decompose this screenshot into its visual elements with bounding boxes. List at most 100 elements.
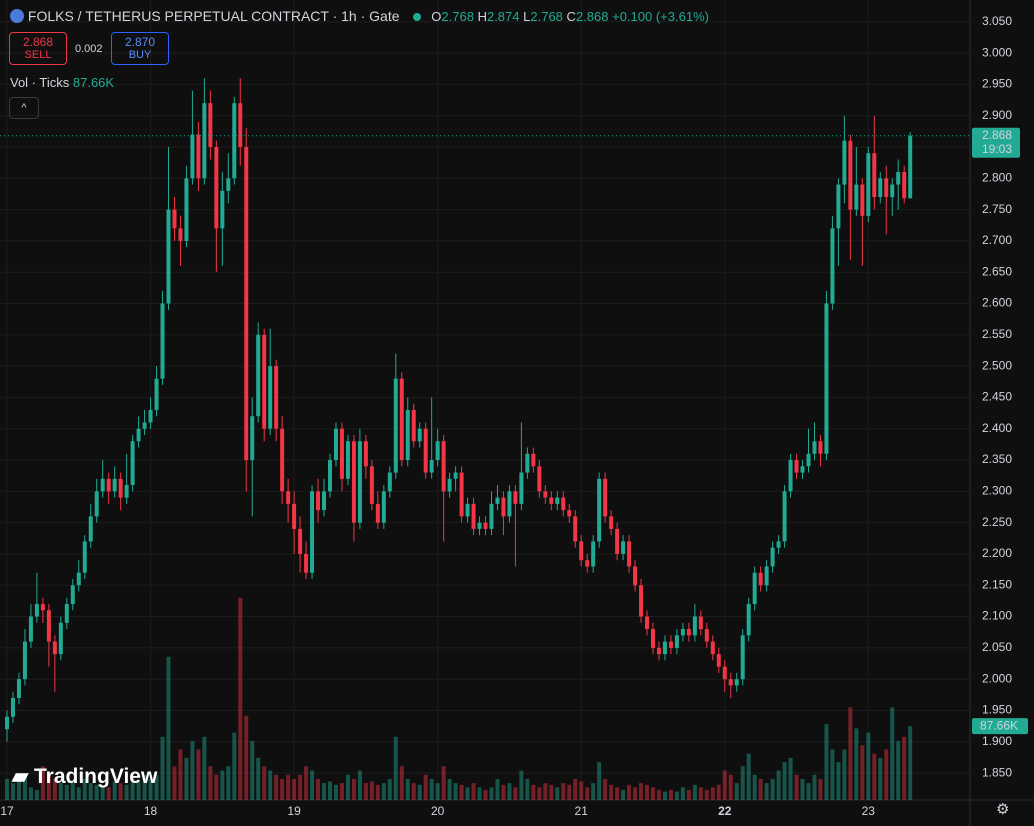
settings-button[interactable]: ⚙ — [996, 801, 1010, 818]
candle-body — [196, 134, 201, 179]
candle-body — [698, 616, 703, 630]
y-tick-label: 2.200 — [982, 546, 1012, 560]
y-tick-label: 2.250 — [982, 515, 1012, 529]
volume-bar — [585, 787, 590, 800]
volume-bar — [615, 787, 620, 800]
candle-body — [357, 441, 362, 523]
candle-body — [447, 478, 452, 492]
volume-bar — [298, 774, 303, 800]
volume-bar — [806, 783, 811, 800]
volume-bar — [573, 778, 578, 800]
c-key: C — [566, 9, 576, 24]
candle-body — [812, 441, 817, 454]
volume-bar — [76, 787, 81, 800]
volume-bar — [304, 766, 309, 800]
volume-bar — [698, 787, 703, 800]
volume-bar — [501, 784, 506, 800]
candle-body — [76, 572, 81, 586]
candle-body — [704, 629, 709, 642]
volume-bar — [782, 762, 787, 800]
candle-body — [794, 460, 799, 473]
volume-bar — [214, 774, 219, 800]
candle-body — [387, 472, 392, 492]
volume-bar — [351, 778, 356, 800]
spread: 0.002 — [75, 43, 103, 55]
volume-bar — [776, 770, 781, 800]
volume-bar — [860, 745, 865, 800]
volume-bar — [674, 791, 679, 800]
candle-body — [896, 172, 901, 185]
candle-body — [902, 172, 907, 199]
volume-bar — [292, 778, 297, 800]
candle-body — [585, 560, 590, 567]
candle-body — [728, 679, 733, 686]
candle-body — [848, 140, 853, 210]
volume-bar — [836, 762, 841, 800]
candle-body — [363, 441, 368, 467]
volume-bar — [878, 757, 883, 800]
symbol-title[interactable]: FOLKS / TETHERUS PERPETUAL CONTRACT · 1h… — [27, 8, 400, 24]
volume-bar — [118, 783, 123, 800]
watermark-text: TradingView — [33, 765, 158, 788]
volume-bar — [662, 791, 667, 800]
candle-body — [806, 453, 811, 467]
candle-body — [118, 478, 123, 498]
volume-bar — [280, 778, 285, 800]
y-tick-label: 2.150 — [982, 577, 1012, 591]
candle-body — [142, 422, 147, 429]
volume-bar — [22, 776, 27, 800]
candle-body — [555, 497, 560, 504]
y-tick-label: 2.650 — [982, 264, 1012, 278]
volume-bar — [4, 778, 9, 800]
y-tick-label: 2.000 — [982, 671, 1012, 685]
volume-bar — [46, 774, 51, 800]
x-tick-label: 17 — [0, 804, 14, 818]
candle-body — [232, 103, 237, 179]
candle-body — [423, 428, 428, 473]
ohlc: O2.768 H2.874 L2.768 C2.868 +0.100 (+3.6… — [431, 9, 709, 24]
volume-bar — [184, 757, 189, 800]
candle-body — [238, 103, 243, 147]
y-tick-label: 2.800 — [982, 170, 1012, 184]
volume-bar — [136, 781, 141, 800]
volume-bar — [357, 770, 362, 800]
volume-bar — [692, 784, 697, 800]
candle-body — [351, 441, 356, 523]
candle-body — [375, 503, 380, 523]
candle-body — [435, 441, 440, 461]
x-tick-label: 18 — [144, 804, 158, 818]
volume-bar — [178, 749, 183, 800]
candle-body — [381, 491, 386, 523]
candle-body — [88, 516, 93, 542]
candle-body — [286, 491, 291, 504]
candle-body — [680, 629, 685, 636]
volume-tag — [972, 718, 1028, 735]
candle-body — [890, 184, 895, 198]
candle-body — [393, 378, 398, 473]
volume-bar — [489, 787, 494, 800]
candle-body — [591, 541, 596, 567]
volume-bar — [52, 778, 57, 800]
collapse-button[interactable]: ^ — [9, 97, 39, 119]
volume-bar — [190, 741, 195, 800]
x-tick-label: 23 — [862, 804, 876, 818]
volume-bar — [639, 783, 644, 800]
buy-button[interactable]: 2.870 BUY — [111, 32, 169, 65]
candle-body — [627, 541, 632, 567]
candle-body — [477, 522, 482, 529]
volume-title: Vol · Ticks — [10, 75, 70, 90]
candle-body — [274, 366, 279, 429]
volume-bar — [250, 741, 255, 800]
volume-bar — [70, 781, 75, 800]
candle-body — [220, 190, 225, 229]
volume-bar — [740, 766, 745, 800]
candle-body — [345, 441, 350, 479]
candle-body — [471, 503, 476, 529]
y-tick-label: 2.900 — [982, 108, 1012, 122]
candle-body — [465, 503, 470, 517]
candle-body — [268, 366, 273, 429]
volume-bar — [758, 778, 763, 800]
candle-body — [405, 409, 410, 461]
sell-button[interactable]: 2.868 SELL — [9, 32, 67, 65]
